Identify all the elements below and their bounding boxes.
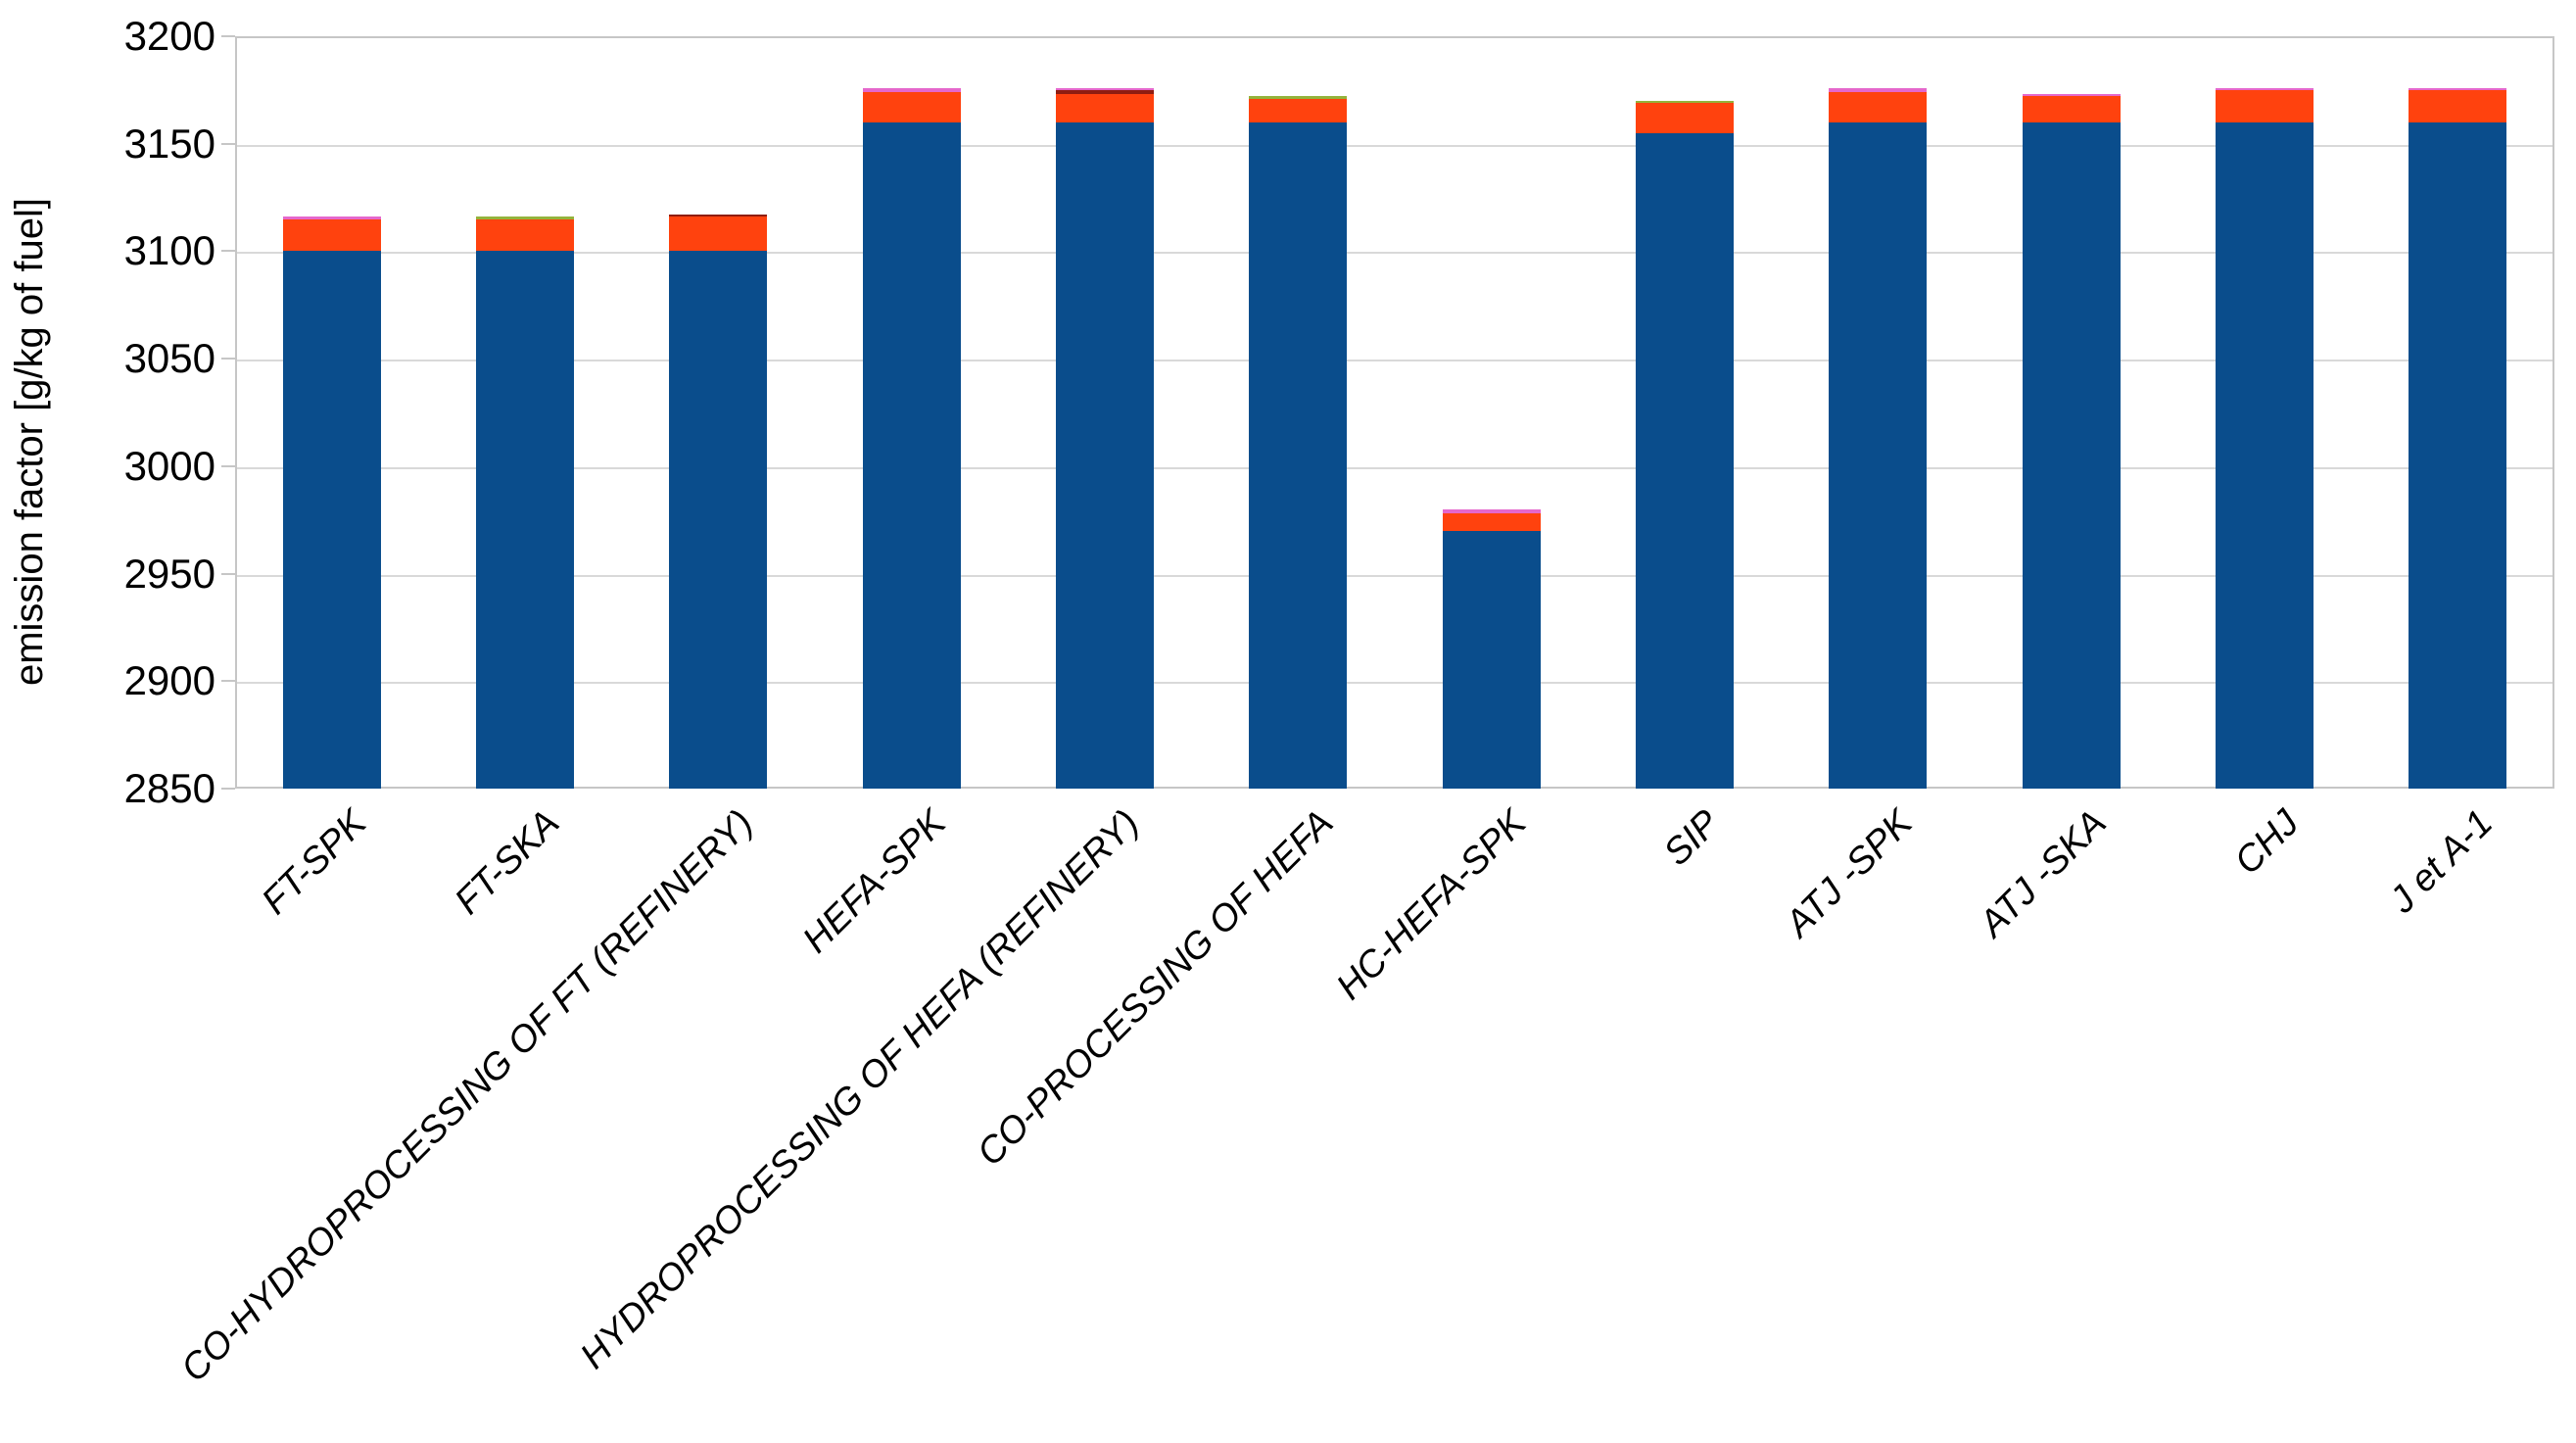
bar-segment-darkred — [1056, 89, 1154, 95]
bar-segment-blue — [669, 251, 768, 789]
gridline-3000 — [237, 466, 2552, 469]
x-category-label: FT-SKA — [447, 802, 568, 923]
x-category-label: ATJ -SPK — [1778, 802, 1922, 945]
y-tick-mark — [221, 142, 235, 145]
plot-area — [235, 36, 2554, 789]
bar-segment-blue — [1249, 121, 1348, 789]
bar-segment-orange — [1056, 94, 1154, 122]
x-category-label: CHJ — [2226, 802, 2308, 883]
bar-segment-magenta — [282, 216, 381, 219]
bar-segment-orange — [2022, 96, 2121, 122]
bar-segment-blue — [1442, 530, 1541, 789]
y-tick-mark — [221, 464, 235, 467]
bar-segment-magenta — [2409, 87, 2507, 90]
bar-segment-orange — [282, 218, 381, 252]
x-category-label: FT-SPK — [254, 802, 375, 923]
y-tick-label: 3000 — [123, 442, 215, 489]
y-tick-mark — [221, 572, 235, 575]
bar-segment-darkred — [669, 215, 768, 217]
bar-segment-blue — [1056, 121, 1154, 789]
bar-segment-orange — [1249, 98, 1348, 122]
bar-segment-magenta — [2216, 87, 2314, 90]
bar-segment-green — [476, 216, 574, 219]
bar-segment-magenta — [1056, 87, 1154, 90]
x-category-label: ATJ -SKA — [1971, 802, 2115, 945]
bar-segment-blue — [1636, 132, 1734, 789]
x-category-label: HEFA-SPK — [795, 802, 955, 962]
bar-segment-orange — [2409, 89, 2507, 122]
y-tick-mark — [221, 358, 235, 361]
gridline-2900 — [237, 682, 2552, 685]
y-tick-mark — [221, 788, 235, 790]
bar-segment-blue — [282, 251, 381, 789]
bar-segment-green — [1249, 96, 1348, 99]
gridline-2950 — [237, 574, 2552, 577]
gridline-3150 — [237, 144, 2552, 147]
bar-segment-orange — [2216, 89, 2314, 122]
bar-segment-blue — [1829, 121, 1928, 789]
bar-segment-orange — [1636, 103, 1734, 133]
y-tick-label: 2850 — [123, 765, 215, 811]
bar-segment-green — [1636, 100, 1734, 104]
bar-segment-orange — [669, 216, 768, 252]
bar-segment-magenta — [1829, 87, 1928, 93]
y-tick-label: 3100 — [123, 227, 215, 274]
bar-segment-magenta — [1442, 508, 1541, 514]
bar-segment-blue — [862, 121, 961, 789]
bar-segment-orange — [1442, 513, 1541, 531]
bar-segment-blue — [2216, 121, 2314, 789]
gridline-3100 — [237, 252, 2552, 255]
bar-segment-magenta — [2022, 94, 2121, 97]
y-tick-label: 2950 — [123, 550, 215, 597]
bar-segment-orange — [1829, 92, 1928, 122]
y-tick-label: 3050 — [123, 335, 215, 382]
y-tick-mark — [221, 250, 235, 253]
x-category-label: CO-PROCESSING OF HEFA — [969, 802, 1342, 1175]
x-category-label: SIP — [1655, 802, 1728, 875]
y-tick-mark — [221, 680, 235, 683]
y-tick-label: 3200 — [123, 13, 215, 59]
bar-segment-blue — [2022, 121, 2121, 789]
bar-segment-orange — [476, 218, 574, 252]
x-category-label: HC-HEFA-SPK — [1328, 802, 1535, 1008]
y-tick-label: 2900 — [123, 657, 215, 704]
y-tick-label: 3150 — [123, 120, 215, 167]
x-category-label: J et A-1 — [2381, 802, 2502, 922]
bar-segment-blue — [476, 251, 574, 789]
bar-segment-orange — [862, 92, 961, 122]
bar-segment-magenta — [862, 87, 961, 93]
bar-segment-blue — [2409, 121, 2507, 789]
y-tick-mark — [221, 35, 235, 37]
gridline-3050 — [237, 360, 2552, 362]
